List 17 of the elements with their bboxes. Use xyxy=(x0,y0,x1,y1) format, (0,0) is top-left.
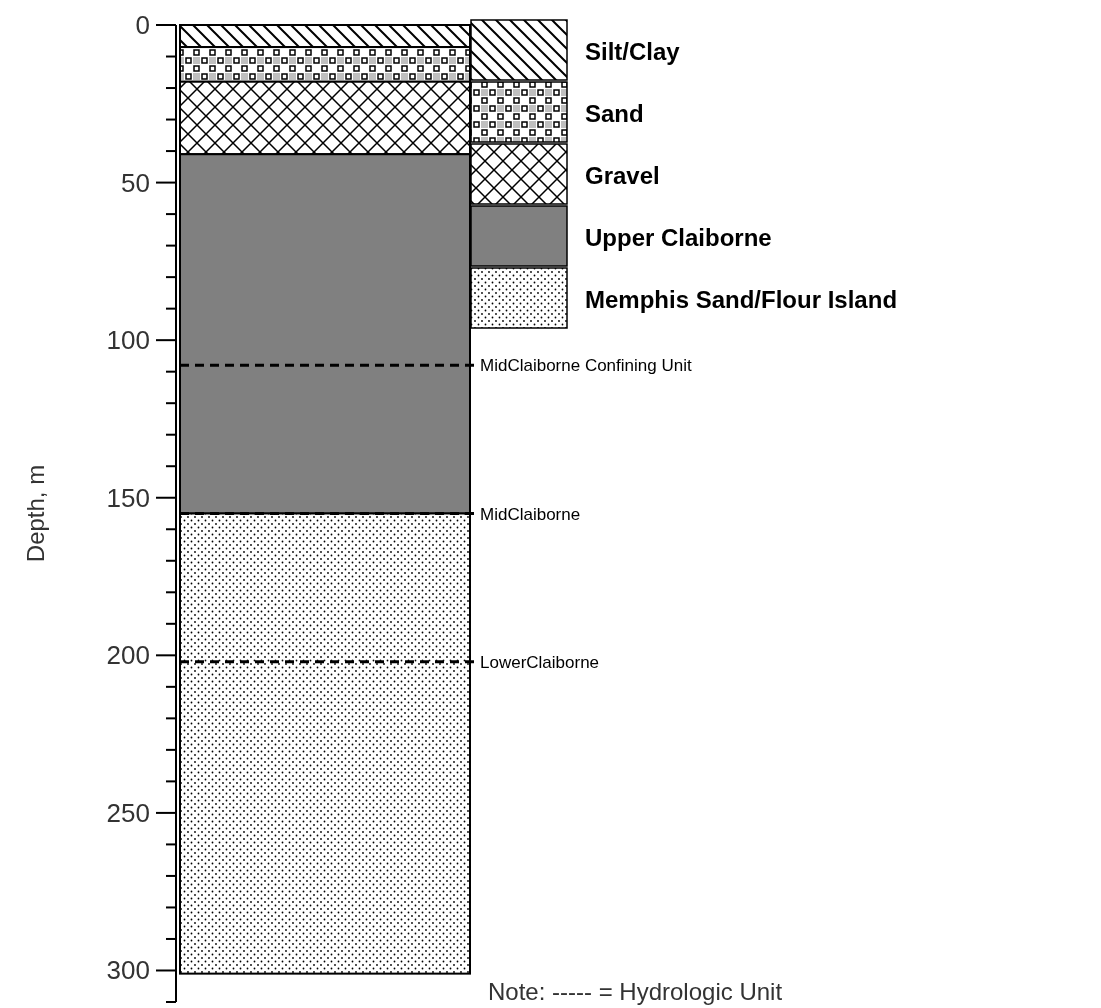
text: Upper Claiborne xyxy=(585,224,772,251)
y-tick-label: 50 xyxy=(121,167,150,198)
ref-line-label: MidClaiborne Confining Unit xyxy=(480,356,692,376)
y-tick-label: 100 xyxy=(106,325,150,356)
ref-line-label: LowerClaiborne xyxy=(480,652,600,672)
y-tick-label: 150 xyxy=(106,482,150,513)
y-tick-label: 250 xyxy=(106,797,150,828)
y-tick-label: 300 xyxy=(106,955,150,986)
ref-line-label: MidClaiborne xyxy=(480,504,581,524)
y-axis-title: Depth, m xyxy=(22,464,49,563)
y-tick-label: 200 xyxy=(106,640,150,671)
text: Silt/Clay xyxy=(585,38,681,65)
text: Note: ----- = Hydrologic Unit xyxy=(488,978,783,1005)
text: Gravel xyxy=(585,162,660,189)
text: Memphis Sand/Flour Island xyxy=(585,286,898,313)
y-tick-label: 0 xyxy=(135,10,150,40)
text: Sand xyxy=(585,100,644,127)
